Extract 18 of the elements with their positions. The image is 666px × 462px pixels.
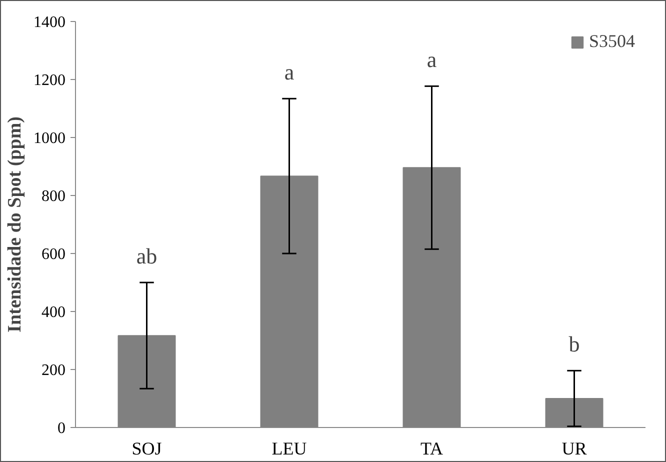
y-axis-title: Intensidade do Spot (ppm) bbox=[4, 116, 26, 332]
annotation: a bbox=[284, 60, 294, 85]
x-tick-label: UR bbox=[562, 438, 587, 458]
y-tick-label: 400 bbox=[42, 304, 66, 321]
y-tick-label: 1000 bbox=[34, 130, 66, 147]
x-tick-label: TA bbox=[420, 438, 444, 458]
y-tick-label: 1400 bbox=[34, 14, 66, 31]
annotation: b bbox=[568, 331, 580, 356]
y-tick-label: 800 bbox=[42, 188, 66, 205]
legend-label: S3504 bbox=[588, 31, 635, 52]
x-tick-label: SOJ bbox=[132, 438, 162, 458]
x-tick-label: LEU bbox=[272, 438, 307, 458]
y-tick-label: 0 bbox=[58, 420, 66, 437]
y-tick-label: 200 bbox=[42, 362, 66, 379]
annotation: ab bbox=[136, 244, 158, 268]
y-tick-label: 1200 bbox=[34, 72, 66, 89]
annotation: a bbox=[426, 46, 437, 72]
y-tick-label: 600 bbox=[42, 246, 66, 263]
